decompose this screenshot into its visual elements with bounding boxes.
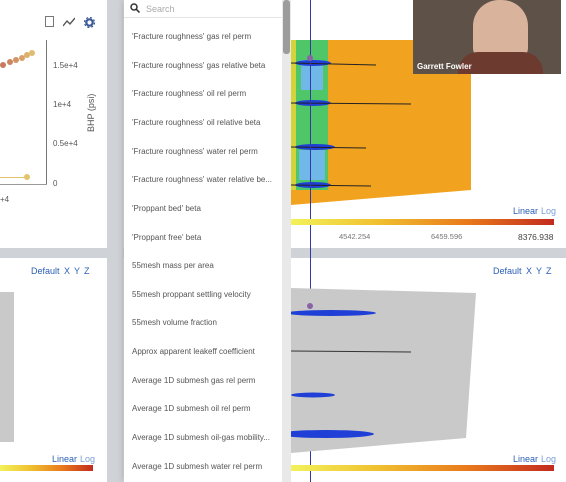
chart-panel: [0, 0, 107, 248]
chart-line-icon[interactable]: [63, 17, 75, 27]
plume-visualization: [291, 40, 471, 205]
dropdown-item[interactable]: Average 1D submesh oil-gas mobility...: [132, 433, 270, 442]
view-default-button[interactable]: Default: [31, 266, 60, 276]
viewport-bottom-left[interactable]: [0, 258, 107, 482]
color-scale-bar: [291, 219, 554, 225]
y-axis-line: [46, 40, 47, 185]
dropdown-item[interactable]: 'Fracture roughness' water relative be..…: [132, 175, 273, 184]
dropdown-item[interactable]: 55mesh mass per area: [132, 261, 214, 270]
view-y-button[interactable]: Y: [536, 266, 543, 276]
xtick-label: +4: [0, 195, 10, 204]
search-input[interactable]: [144, 2, 278, 16]
vertical-splitter[interactable]: [107, 0, 123, 482]
ytick-label: 1.5e+4: [53, 61, 78, 70]
document-icon[interactable]: [45, 16, 54, 27]
ytick-label: 0: [53, 179, 58, 188]
x-axis-line: [0, 184, 47, 185]
dropdown-item[interactable]: 'Fracture roughness' oil relative beta: [132, 118, 261, 127]
color-scale-value: 4542.254: [339, 232, 371, 241]
dropdown-item[interactable]: 'Fracture roughness' gas rel perm: [132, 32, 252, 41]
dropdown-item[interactable]: 55mesh volume fraction: [132, 318, 217, 327]
view-z-button[interactable]: Z: [546, 266, 552, 276]
mesh-surface: [291, 288, 476, 453]
view-z-button[interactable]: Z: [84, 266, 90, 276]
scale-log-toggle[interactable]: Log: [80, 454, 96, 464]
scale-linear-toggle[interactable]: Linear: [513, 206, 539, 216]
dropdown-item[interactable]: Average 1D submesh oil rel perm: [132, 404, 251, 413]
scale-linear-toggle[interactable]: Linear: [513, 454, 539, 464]
wellbore-marker: [307, 55, 313, 61]
data-point: [29, 50, 35, 56]
color-scale-bar: [0, 465, 93, 471]
dropdown-item[interactable]: Average 1D submesh water rel perm: [132, 462, 263, 471]
color-scale-value: 8376.938: [518, 232, 554, 242]
search-box[interactable]: [124, 0, 282, 18]
baseline-series: [0, 177, 27, 178]
mesh-surface: [0, 292, 14, 442]
dropdown-item[interactable]: 'Proppant free' beta: [132, 233, 202, 242]
scrollbar-thumb[interactable]: [283, 0, 290, 54]
participant-name: Garrett Fowler: [417, 62, 472, 71]
dropdown-item[interactable]: Approx apparent leakeff coefficient: [132, 347, 255, 356]
y-axis-label: BHP (psi): [86, 93, 96, 132]
dropdown-scrollbar[interactable]: [282, 0, 291, 482]
data-point: [19, 55, 25, 61]
dropdown-item[interactable]: 55mesh proppant settling velocity: [132, 290, 251, 299]
gear-icon[interactable]: [84, 17, 95, 28]
color-scale-value: 6459.596: [431, 232, 463, 241]
dropdown-item[interactable]: 'Fracture roughness' gas relative beta: [132, 61, 266, 70]
data-point: [0, 62, 6, 68]
data-point: [24, 174, 30, 180]
dropdown-item[interactable]: Average 1D submesh gas rel perm: [132, 376, 256, 385]
data-point: [7, 59, 13, 65]
wellbore-line: [310, 0, 311, 482]
data-point: [13, 57, 19, 63]
view-x-button[interactable]: X: [526, 266, 533, 276]
ytick-label: 1e+4: [53, 100, 72, 109]
color-scale-bar: [291, 465, 554, 471]
view-default-button[interactable]: Default: [493, 266, 522, 276]
search-icon: [130, 3, 140, 13]
data-point: [24, 52, 30, 58]
dropdown-item[interactable]: 'Proppant bed' beta: [132, 204, 201, 213]
view-y-button[interactable]: Y: [74, 266, 81, 276]
ytick-label: 0.5e+4: [53, 139, 78, 148]
property-dropdown[interactable]: 'Fracture roughness' gas rel perm 'Fract…: [124, 0, 282, 482]
participant-video: [473, 0, 528, 60]
dropdown-item[interactable]: 'Fracture roughness' oil rel perm: [132, 89, 247, 98]
scale-linear-toggle[interactable]: Linear: [52, 454, 78, 464]
wellbore-marker: [307, 303, 313, 309]
participant-shirt: [458, 52, 543, 74]
view-x-button[interactable]: X: [64, 266, 71, 276]
scale-log-toggle[interactable]: Log: [541, 454, 557, 464]
scale-log-toggle[interactable]: Log: [541, 206, 557, 216]
dropdown-item[interactable]: 'Fracture roughness' water rel perm: [132, 147, 258, 156]
video-call-tile: Garrett Fowler: [413, 0, 561, 74]
